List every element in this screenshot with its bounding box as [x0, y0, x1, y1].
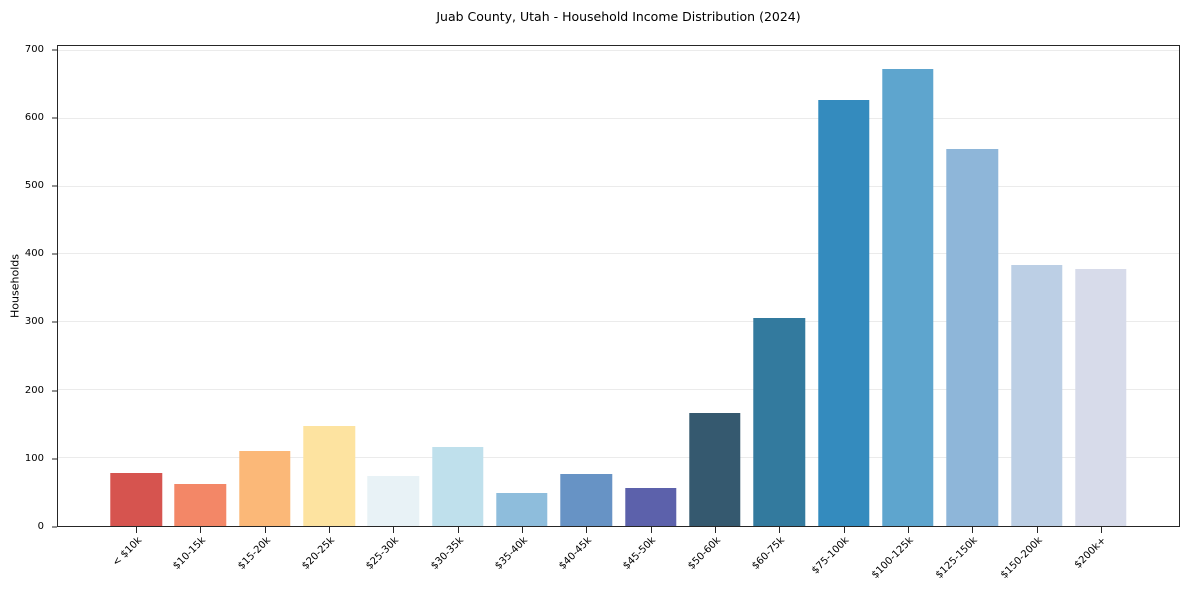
- x-tick: [1036, 527, 1038, 533]
- x-tick: [457, 527, 459, 533]
- x-tick: [650, 527, 652, 533]
- bar-slot: < $10k: [104, 46, 168, 569]
- y-tick: [52, 253, 57, 255]
- bar: [1075, 269, 1127, 526]
- chart-title: Juab County, Utah - Household Income Dis…: [436, 9, 801, 24]
- x-tick-label: $35-40k: [492, 535, 530, 572]
- x-tick-label: $25-30k: [364, 535, 402, 572]
- bar: [432, 447, 484, 526]
- bar: [946, 148, 998, 526]
- bar: [817, 99, 870, 526]
- x-tick: [972, 527, 974, 533]
- y-tick-label: 700: [24, 43, 44, 55]
- x-tick-label: $45-50k: [621, 535, 659, 572]
- bar-slot: $125-150k: [934, 46, 1004, 581]
- y-tick: [52, 117, 57, 119]
- bar: [560, 473, 613, 526]
- x-tick: [136, 527, 138, 533]
- bar: [367, 476, 420, 526]
- y-tick-label: 300: [24, 316, 44, 328]
- x-tick-label: < $10k: [110, 535, 144, 569]
- y-tick-label: 200: [24, 384, 44, 396]
- gridline: [58, 457, 1179, 459]
- bar-slot: $100-125k: [870, 46, 940, 581]
- gridline: [58, 49, 1179, 51]
- y-tick-label: 400: [24, 248, 44, 260]
- bar-slot: $35-40k: [490, 46, 554, 572]
- x-tick: [907, 527, 909, 533]
- bar-slot: $200k+: [1069, 46, 1133, 571]
- x-tick: [522, 527, 524, 533]
- x-tick-label: $30-35k: [428, 535, 466, 572]
- bar: [689, 413, 741, 526]
- x-tick-label: $60-75k: [750, 535, 788, 572]
- bar-slot: $20-25k: [297, 46, 361, 572]
- x-tick-label: $15-20k: [235, 535, 273, 572]
- bar: [753, 318, 805, 526]
- x-tick: [779, 527, 781, 533]
- x-tick-label: $150-200k: [998, 535, 1045, 581]
- bar-slot: $50-60k: [683, 46, 747, 572]
- gridline: [58, 253, 1179, 255]
- x-tick: [714, 527, 716, 533]
- x-tick-label: $50-60k: [685, 535, 723, 572]
- bar-slot: $10-15k: [168, 46, 232, 572]
- y-tick-label: 0: [37, 521, 44, 532]
- gridline: [58, 389, 1179, 391]
- x-tick-label: $100-125k: [869, 535, 916, 581]
- x-tick-label: $200k+: [1072, 535, 1109, 571]
- bar-slot: $40-45k: [554, 46, 618, 572]
- bar-slot: $30-35k: [426, 46, 490, 572]
- bar-slot: $45-50k: [619, 46, 683, 572]
- y-tick: [52, 526, 57, 528]
- x-tick-label: $40-45k: [557, 535, 595, 572]
- bar: [239, 451, 291, 526]
- gridline: [58, 117, 1179, 119]
- bar-slot: $75-100k: [810, 46, 875, 576]
- bar: [303, 426, 355, 526]
- y-tick-label: 100: [24, 452, 44, 464]
- y-tick: [52, 49, 57, 51]
- x-tick: [200, 527, 202, 533]
- bar: [496, 493, 548, 526]
- y-tick: [52, 458, 57, 460]
- bar: [110, 473, 162, 526]
- y-tick-label: 600: [24, 111, 44, 123]
- gridline: [58, 321, 1179, 323]
- y-tick: [52, 321, 57, 323]
- x-tick: [329, 527, 331, 533]
- plot-area: < $10k $10-15k $15-20k $20-25k $25-30k $30-35…: [57, 45, 1180, 581]
- y-tick: [52, 185, 57, 187]
- bar-slot: $60-75k: [747, 46, 811, 572]
- bar: [1010, 264, 1063, 526]
- bar: [882, 69, 934, 526]
- x-tick: [586, 527, 588, 533]
- x-tick-label: $125-150k: [934, 535, 980, 581]
- bar-slot: $25-30k: [361, 46, 425, 572]
- x-tick-label: $10-15k: [171, 535, 209, 572]
- y-axis: 0 100 200 300 400 500 600 700: [0, 43, 57, 532]
- x-tick: [843, 527, 845, 533]
- y-tick: [52, 390, 57, 392]
- x-tick-label: $20-25k: [299, 535, 337, 572]
- bar: [174, 483, 227, 526]
- x-tick: [1100, 527, 1102, 533]
- x-tick: [393, 527, 395, 533]
- gridline: [58, 185, 1179, 187]
- x-tick-label: $75-100k: [809, 535, 852, 577]
- x-tick: [264, 527, 266, 533]
- y-tick-label: 500: [24, 180, 44, 192]
- bar: [624, 487, 677, 526]
- bar-slot: $15-20k: [233, 46, 297, 572]
- bar-slot: $150-200k: [998, 46, 1068, 581]
- bars-container: < $10k $10-15k $15-20k $20-25k $25-30k $30-35…: [104, 46, 1133, 581]
